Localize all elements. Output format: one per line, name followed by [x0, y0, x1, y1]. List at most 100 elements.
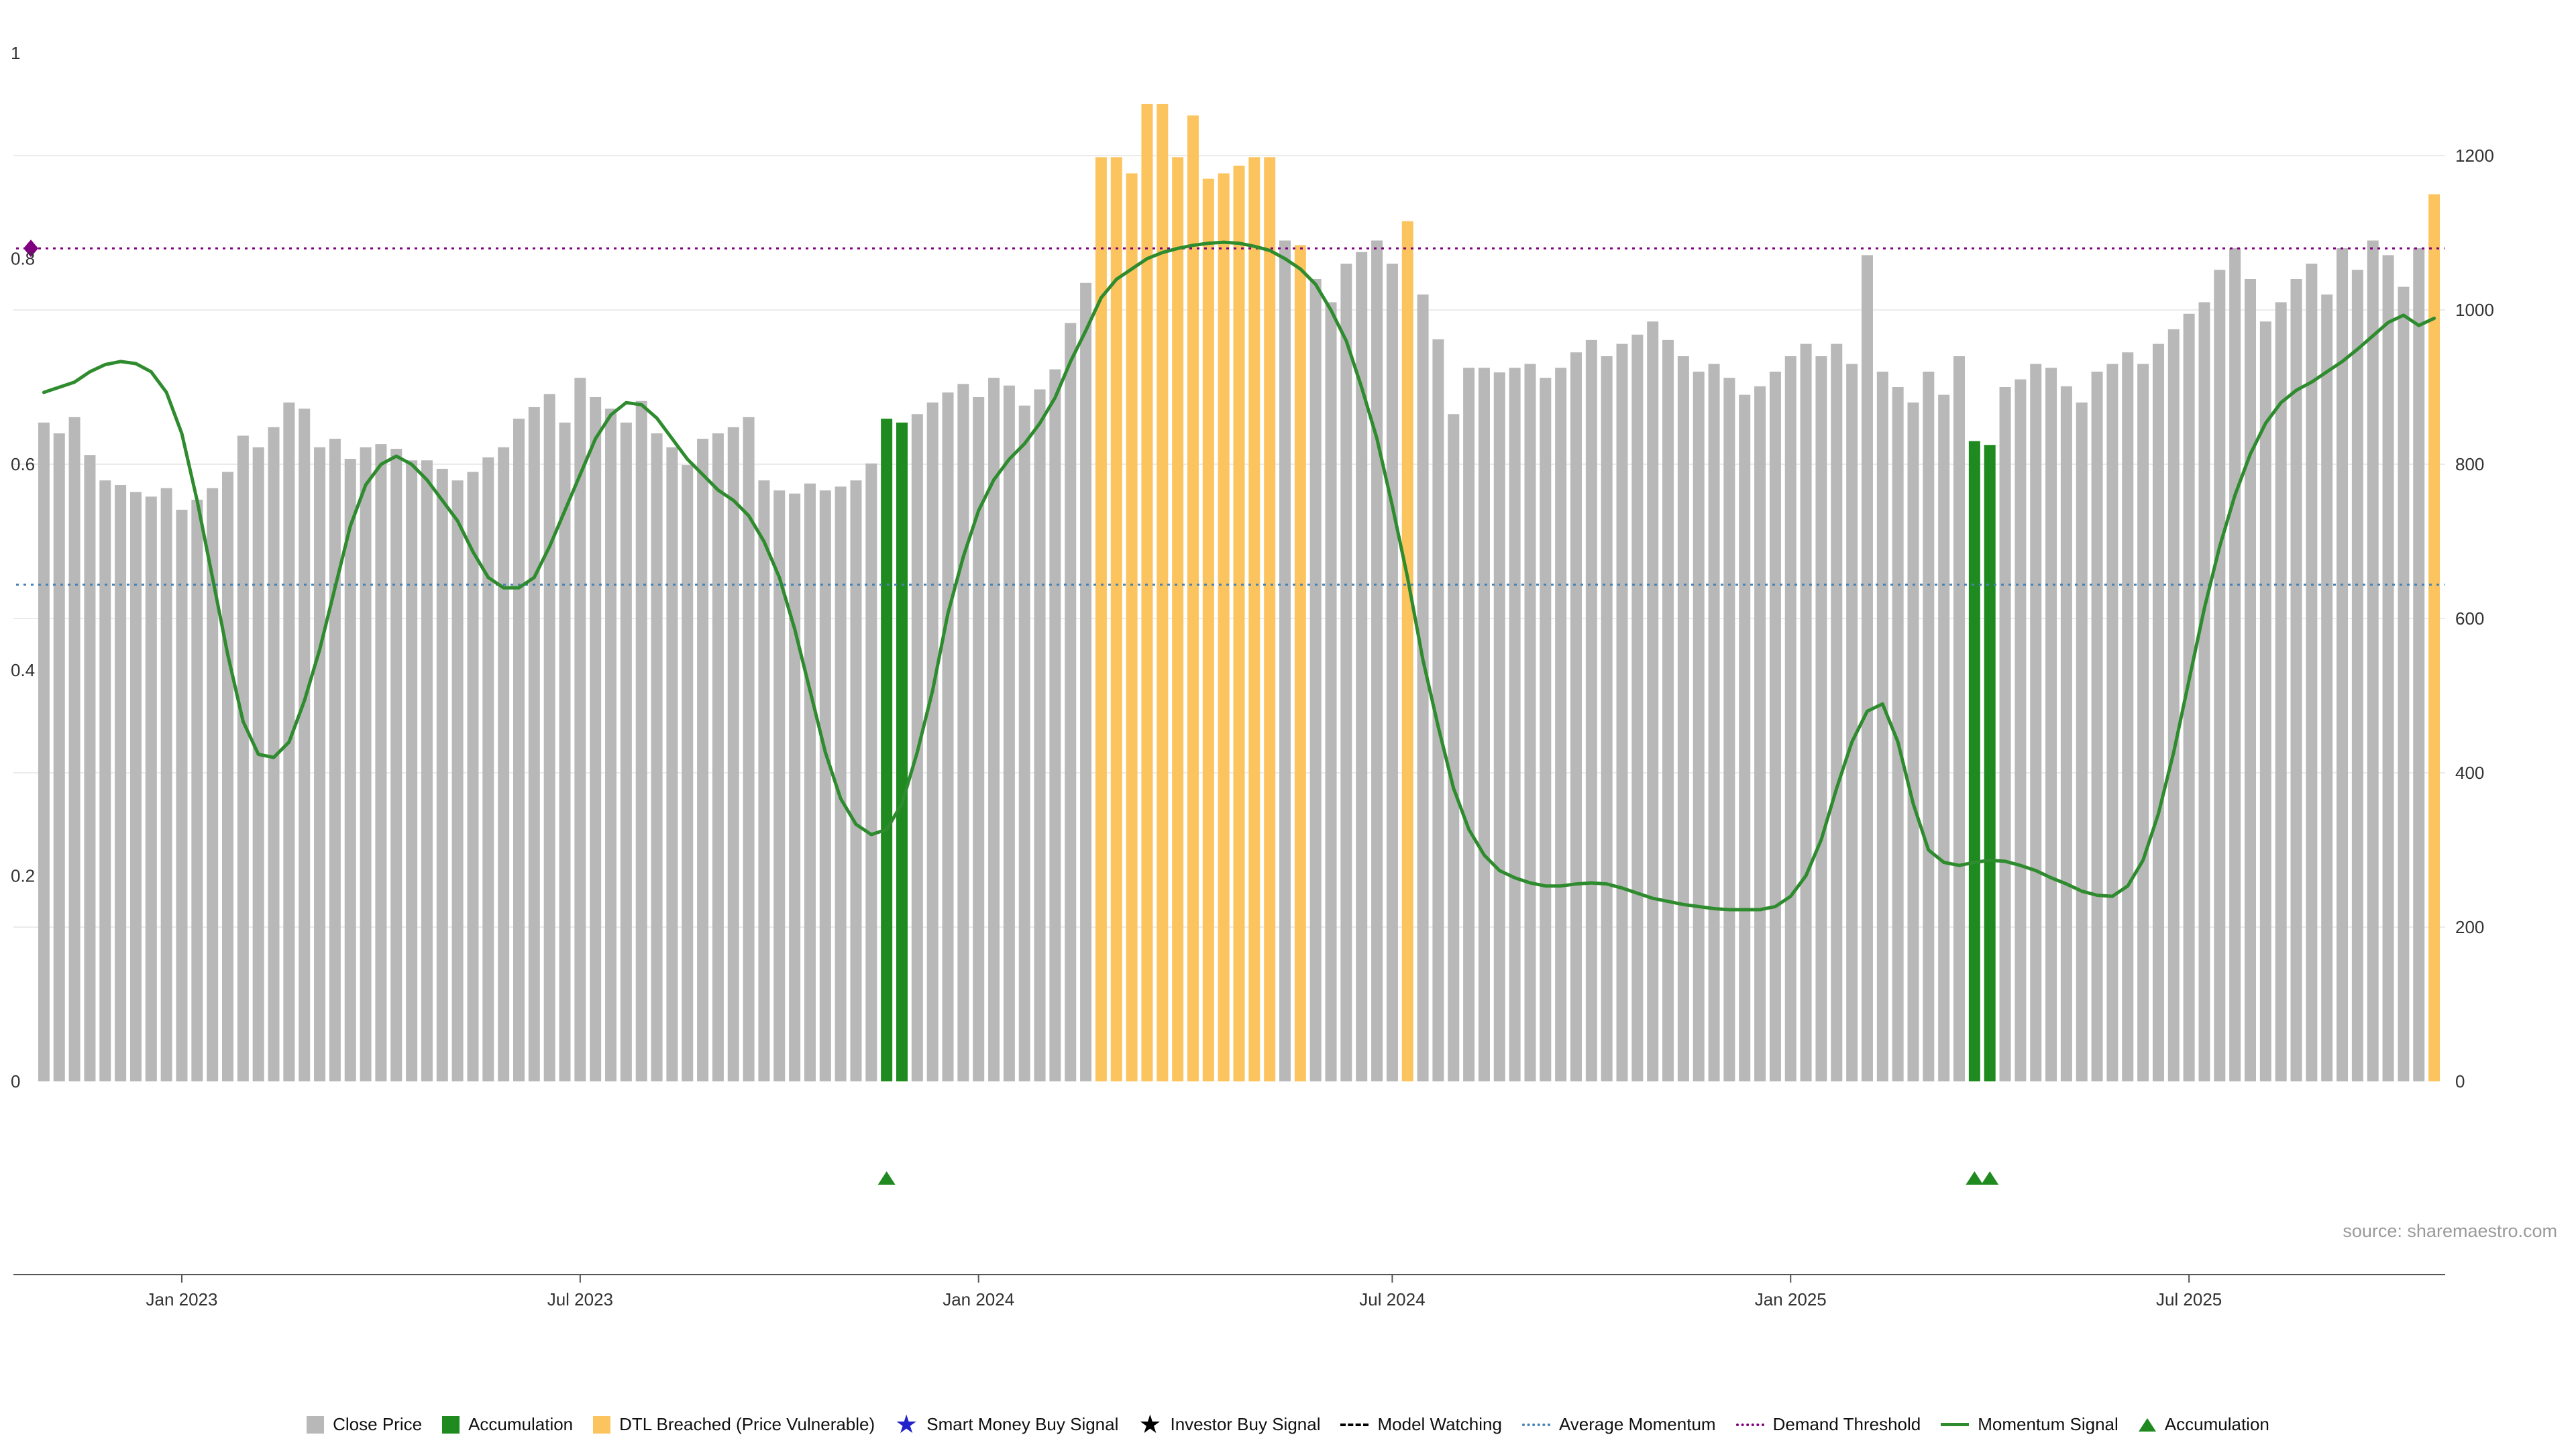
close-price-bar: [2091, 372, 2103, 1081]
close-price-bar: [712, 433, 724, 1081]
close-price-bar: [252, 447, 264, 1081]
close-price-bar: [1784, 356, 1796, 1081]
close-price-bar: [1417, 294, 1429, 1081]
close-price-bar: [99, 480, 111, 1081]
legend-label: Smart Money Buy Signal: [926, 1414, 1119, 1434]
left-axis-tick-label: 0.2: [11, 865, 35, 885]
close-price-bar: [129, 492, 142, 1081]
dtl-breached-bar: [1248, 157, 1260, 1081]
legend-item-dtl-breached-price-vulnerable-: DTL Breached (Price Vulnerable): [593, 1414, 875, 1435]
close-price-bar: [590, 396, 602, 1081]
close-price-bar: [1677, 356, 1689, 1081]
x-tick-label: Jan 2024: [943, 1289, 1014, 1309]
close-price-bar: [145, 496, 157, 1081]
close-price-bar: [2351, 270, 2363, 1082]
close-price-bar: [620, 422, 632, 1081]
close-price-bar: [160, 488, 172, 1081]
close-price-bar: [498, 447, 510, 1081]
right-axis-tick-label: 600: [2455, 608, 2484, 629]
close-price-bar: [2337, 248, 2349, 1081]
close-price-bar: [2198, 302, 2210, 1081]
close-price-bar: [1815, 356, 1827, 1081]
close-price-bar: [1279, 240, 1291, 1081]
close-price-bar: [1034, 389, 1046, 1082]
close-price-bar: [1524, 364, 1536, 1081]
legend-label: Model Watching: [1377, 1414, 1502, 1434]
price-momentum-chart: Jan 2023 Jul 2023 Jan 2024 Jul 2024 Jan 2025…: [11, 43, 2494, 1309]
legend-label: Accumulation: [468, 1414, 574, 1434]
right-axis-tick-label: 1200: [2455, 146, 2494, 166]
close-price-bar: [1540, 378, 1552, 1082]
dtl-breached-bar: [1157, 103, 1169, 1082]
legend-label: Accumulation: [2164, 1414, 2269, 1434]
close-price-bar: [421, 460, 433, 1081]
legend-swatch-dash: [1340, 1423, 1369, 1426]
close-price-bar: [513, 419, 525, 1081]
close-price-bar: [53, 433, 65, 1081]
close-price-bar: [1892, 387, 1904, 1081]
dtl-breached-bar: [1172, 157, 1184, 1081]
close-price-bar: [2229, 248, 2241, 1081]
close-price-bar: [451, 480, 464, 1081]
close-price-bar: [988, 378, 1000, 1082]
close-price-bar: [942, 392, 954, 1081]
close-price-bar: [2321, 294, 2333, 1081]
close-price-bar: [743, 417, 755, 1081]
close-price-bar: [773, 490, 786, 1081]
triangle-icon: [2138, 1417, 2156, 1432]
close-price-bar: [1493, 372, 1505, 1081]
close-price-bar: [2015, 379, 2027, 1081]
close-price-bar: [2106, 364, 2118, 1081]
close-price-bar: [1953, 356, 1966, 1081]
momentum-signal-line: [42, 240, 2436, 912]
accumulation-markers: [877, 1171, 1999, 1185]
close-price-bar: [2398, 286, 2410, 1081]
close-price-bar: [1693, 372, 1705, 1081]
close-price-bar: [436, 468, 448, 1081]
close-price-bar: [1509, 368, 1521, 1081]
close-price-bar: [406, 460, 418, 1081]
legend-item-demand-threshold: Demand Threshold: [1735, 1414, 1921, 1435]
close-price-bar: [1601, 356, 1613, 1081]
accumulation-triangle-icon: [877, 1171, 896, 1185]
dtl-breached-bar: [1233, 165, 1245, 1082]
close-price-bar: [1907, 402, 1919, 1081]
close-price-bar: [1371, 240, 1383, 1081]
accumulation-bar: [1968, 441, 1980, 1081]
close-price-bar: [1846, 364, 1858, 1081]
x-tick-label: Jan 2025: [1755, 1289, 1827, 1309]
close-price-bar: [1739, 394, 1751, 1081]
dtl-breached-bar: [1110, 157, 1122, 1081]
dtl-breached-bar: [1126, 173, 1138, 1082]
close-price-bar: [697, 439, 709, 1081]
close-price-bar: [2290, 279, 2302, 1081]
close-price-bar: [1049, 369, 1061, 1081]
close-price-bar: [1769, 372, 1781, 1081]
close-price-bar: [1478, 368, 1490, 1081]
legend-swatch-square: [307, 1415, 325, 1434]
close-price-bar: [727, 427, 739, 1081]
legend-swatch-dotted: [1735, 1423, 1764, 1426]
close-price-bar: [1938, 394, 1950, 1081]
close-price-bar: [2152, 343, 2164, 1081]
close-price-bar: [2367, 240, 2379, 1081]
close-price-bar: [1708, 364, 1720, 1081]
dtl-breached-bar: [1294, 245, 1306, 1081]
close-price-bar: [957, 384, 969, 1081]
close-price-bar: [84, 455, 96, 1081]
close-price-bar: [2382, 255, 2394, 1082]
close-price-bar: [1340, 264, 1352, 1081]
close-price-bar: [1386, 264, 1398, 1081]
close-price-bar: [237, 435, 249, 1081]
right-axis-tick-label: 1000: [2455, 300, 2494, 320]
close-price-bar: [115, 485, 127, 1081]
legend-label: Momentum Signal: [1978, 1414, 2118, 1434]
close-price-bar: [1309, 279, 1322, 1081]
chart-legend: Close Price Accumulation DTL Breached (Pri…: [0, 1412, 2576, 1438]
left-axis-tick-label: 0: [11, 1071, 20, 1091]
close-price-bar: [635, 400, 647, 1081]
x-tick-label: Jan 2023: [146, 1289, 217, 1309]
dtl-breached-bar: [1218, 173, 1230, 1082]
dtl-breached-bar: [1202, 178, 1214, 1081]
legend-label: Close Price: [333, 1414, 423, 1434]
